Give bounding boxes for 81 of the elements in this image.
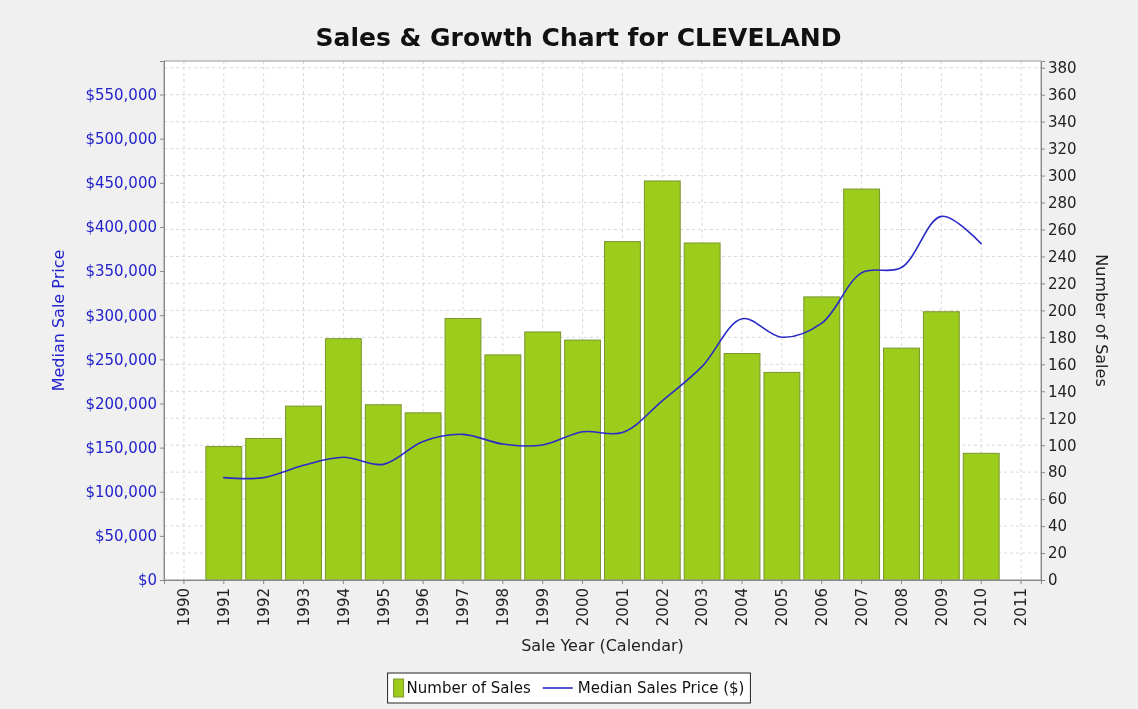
x-tick-label: 2011 xyxy=(1012,588,1031,627)
y-tick-label: $150,000 xyxy=(85,438,157,457)
x-axis-title: Sale Year (Calendar) xyxy=(521,636,684,655)
bar xyxy=(444,317,482,581)
x-tick-label: 2002 xyxy=(653,588,672,627)
y2-tick-label: 160 xyxy=(1048,355,1077,374)
bar xyxy=(723,353,761,581)
y2-tick-label: 0 xyxy=(1048,571,1058,590)
x-tick-label: 2003 xyxy=(693,588,712,627)
y2-tick-label: 200 xyxy=(1048,301,1077,320)
y-tick-label: $350,000 xyxy=(85,262,157,281)
y-tick-label: $250,000 xyxy=(85,350,157,369)
y2-tick-label: 260 xyxy=(1048,220,1077,239)
y2-tick-label: 140 xyxy=(1048,382,1077,401)
y2-tick-label: 300 xyxy=(1048,166,1077,185)
y-tick-label: $550,000 xyxy=(85,85,157,104)
y-tick-label: $500,000 xyxy=(85,129,157,148)
x-tick-label: 1993 xyxy=(294,588,313,627)
bar xyxy=(843,188,881,581)
bar xyxy=(524,331,562,581)
bar xyxy=(643,180,681,581)
x-tick-label: 2008 xyxy=(892,588,911,627)
y-tick-label: $0 xyxy=(137,571,157,590)
y2-tick-label: 320 xyxy=(1048,139,1077,158)
legend-label: Median Sales Price ($) xyxy=(577,679,745,698)
x-tick-label: 1994 xyxy=(334,588,353,627)
bar xyxy=(324,338,362,581)
bar xyxy=(763,371,801,581)
x-tick-label: 2005 xyxy=(773,588,792,627)
bar xyxy=(285,405,322,581)
y2-tick-label: 280 xyxy=(1048,193,1077,212)
bar xyxy=(962,452,1000,581)
y2-tick-label: 240 xyxy=(1048,247,1077,266)
x-tick-label: 1990 xyxy=(175,588,194,627)
x-tick-label: 1998 xyxy=(494,588,513,627)
x-tick-label: 1995 xyxy=(374,588,393,627)
x-tick-label: 1999 xyxy=(533,588,552,627)
bar xyxy=(683,242,721,581)
y2-tick-label: 80 xyxy=(1048,463,1068,482)
bar xyxy=(922,311,960,581)
x-tick-label: 2007 xyxy=(852,588,871,627)
y-tick-label: $100,000 xyxy=(85,483,157,502)
y2-tick-label: 220 xyxy=(1048,274,1077,293)
bar xyxy=(564,339,602,581)
bar xyxy=(603,241,641,581)
x-tick-label: 1996 xyxy=(414,588,433,627)
x-tick-label: 1992 xyxy=(254,588,273,627)
y-tick-label: $400,000 xyxy=(85,218,157,237)
y-tick-label: $450,000 xyxy=(85,174,157,193)
y2-tick-label: 60 xyxy=(1048,490,1068,509)
x-tick-label: 2006 xyxy=(813,588,831,627)
y2-tick-label: 120 xyxy=(1048,409,1077,428)
bar xyxy=(364,404,402,581)
x-tick-label: 1997 xyxy=(454,588,473,627)
x-tick-label: 2009 xyxy=(932,588,951,627)
bar xyxy=(803,296,841,581)
y-tick-label: $200,000 xyxy=(85,394,157,413)
chart-title: Sales & Growth Chart for CLEVELAND xyxy=(315,23,842,52)
bar xyxy=(404,412,442,581)
y2-tick-label: 340 xyxy=(1048,112,1077,131)
line-series xyxy=(223,215,983,480)
y2-tick-label: 100 xyxy=(1048,436,1077,455)
y-tick-label: $50,000 xyxy=(94,527,157,546)
y2-axis-title: Number of Sales xyxy=(1092,254,1111,387)
x-tick-label: 2001 xyxy=(613,588,632,627)
x-tick-label: 1991 xyxy=(215,588,234,627)
y2-tick-label: 20 xyxy=(1048,544,1068,563)
y-axis-title: Median Sale Price xyxy=(49,249,68,392)
x-tick-label: 2000 xyxy=(573,588,592,627)
x-tick-label: 2010 xyxy=(972,588,991,627)
bar xyxy=(883,347,920,581)
y2-tick-label: 360 xyxy=(1048,86,1077,104)
y2-tick-label: 180 xyxy=(1048,328,1077,347)
y2-tick-label: 380 xyxy=(1048,59,1077,78)
bar xyxy=(245,437,283,581)
legend-label: Number of Sales xyxy=(406,679,531,698)
x-tick-label: 2004 xyxy=(733,588,752,627)
y2-tick-label: 40 xyxy=(1048,517,1068,536)
y-tick-label: $300,000 xyxy=(85,306,157,325)
bar xyxy=(205,446,243,581)
bar xyxy=(484,354,522,581)
